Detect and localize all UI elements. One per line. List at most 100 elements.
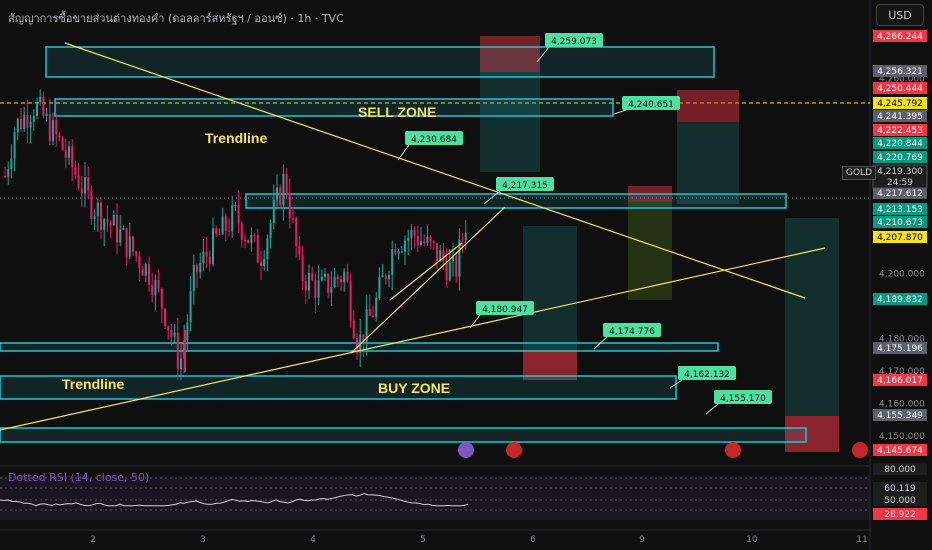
candle-body	[458, 239, 461, 277]
candle-body	[276, 187, 278, 200]
candle-body	[103, 219, 106, 230]
currency-button[interactable]: USD	[876, 4, 924, 26]
rsi-tag	[873, 482, 927, 494]
candle-body	[384, 275, 387, 280]
candle-body	[388, 274, 390, 280]
candle-body	[432, 241, 435, 244]
rsi-tag	[873, 508, 927, 520]
candle-body	[90, 190, 93, 219]
zone-rectangle	[0, 342, 719, 352]
candle-body	[327, 273, 330, 293]
callout-box	[603, 323, 661, 337]
candle-body	[413, 230, 416, 236]
candle-body	[32, 115, 35, 122]
event-icon	[506, 442, 522, 458]
candle-body	[330, 287, 333, 293]
y-tick-label: 4,260.000	[879, 75, 925, 85]
candle-body	[208, 256, 211, 265]
price-tag-label: 4,220.769	[877, 153, 923, 163]
candle-body	[160, 288, 163, 309]
price-tag-label: 4,256.321	[877, 67, 923, 77]
rsi-indicator-label[interactable]: Dotted RSI (14, close, 50)	[8, 471, 149, 484]
candle-body	[55, 120, 58, 135]
candle-body	[154, 279, 157, 296]
callout-box	[476, 301, 534, 315]
candle-body	[295, 218, 298, 247]
candle-body	[167, 326, 170, 330]
price-tag-label: 4,145.674	[877, 446, 923, 456]
position-box	[785, 416, 839, 452]
candle-body	[260, 262, 262, 267]
candle-body	[74, 167, 77, 176]
candle-body	[64, 150, 67, 158]
price-tag-label: 4,245.792	[877, 99, 923, 109]
candle-body	[4, 176, 6, 177]
x-tick-label: 9	[639, 535, 645, 545]
zone-rectangle	[45, 46, 715, 78]
candle-body	[375, 297, 378, 317]
candle-body	[423, 241, 426, 243]
candle-body	[448, 261, 451, 281]
candle-body	[362, 334, 365, 344]
candle-body	[442, 250, 445, 262]
candle-body	[68, 146, 70, 158]
candle-body	[13, 132, 16, 159]
candle-body	[132, 236, 134, 252]
callout-pointer	[593, 336, 608, 350]
rsi-tick-label: 28.922	[884, 510, 916, 520]
y-tick-label: 4,180.000	[879, 335, 925, 345]
candle-body	[112, 214, 115, 226]
candle-body	[272, 199, 275, 224]
candle-body	[215, 228, 218, 234]
candle-body	[224, 216, 227, 231]
candle-body	[170, 329, 173, 337]
candle-body	[285, 173, 288, 194]
candle-body	[109, 222, 112, 226]
price-tag	[873, 124, 927, 136]
candle-body	[84, 177, 86, 194]
x-tick-label: 4	[310, 535, 316, 545]
x-tick-label: 11	[856, 535, 867, 545]
price-tag	[873, 30, 927, 42]
candle-body	[173, 332, 176, 337]
x-tick-label: 5	[420, 535, 426, 545]
x-tick-label: 10	[746, 535, 758, 545]
candle-body	[436, 243, 438, 262]
candle-body	[253, 234, 256, 236]
candle-body	[349, 281, 352, 321]
candle-body	[365, 309, 368, 344]
x-tick-label: 6	[530, 535, 536, 545]
candle-body	[416, 235, 419, 245]
candle-body	[218, 233, 221, 235]
candle-body	[106, 219, 109, 223]
price-tag	[873, 293, 927, 305]
candle-body	[400, 251, 403, 253]
price-tag	[873, 231, 927, 243]
current-price-label: 4,219.300	[877, 167, 923, 177]
y-tick-label: 4,170.000	[879, 367, 925, 377]
candle-body	[247, 240, 250, 243]
candle-body	[426, 236, 429, 243]
trendline-label-top: Trendline	[205, 130, 267, 146]
sell-zone-label: SELL ZONE	[358, 104, 436, 120]
callout-label: 4,174.776	[609, 327, 655, 337]
candle-body	[116, 214, 118, 243]
y-tick-label: 4,150.000	[879, 432, 925, 442]
candle-body	[80, 188, 83, 194]
rsi-tick-label: 80.000	[884, 465, 916, 475]
candle-body	[20, 118, 22, 130]
candle-body	[244, 239, 246, 241]
candle-body	[141, 268, 144, 276]
candle-body	[282, 173, 285, 206]
candle-body	[407, 238, 410, 241]
candle-body	[324, 273, 326, 277]
candle-body	[234, 204, 237, 206]
candle-body	[189, 290, 192, 323]
callout-box	[545, 33, 603, 47]
price-tag	[873, 444, 927, 456]
candle-body	[343, 271, 346, 283]
candle-body	[61, 137, 64, 151]
candle-body	[394, 249, 397, 255]
price-tag-label: 4,241.395	[877, 112, 923, 122]
